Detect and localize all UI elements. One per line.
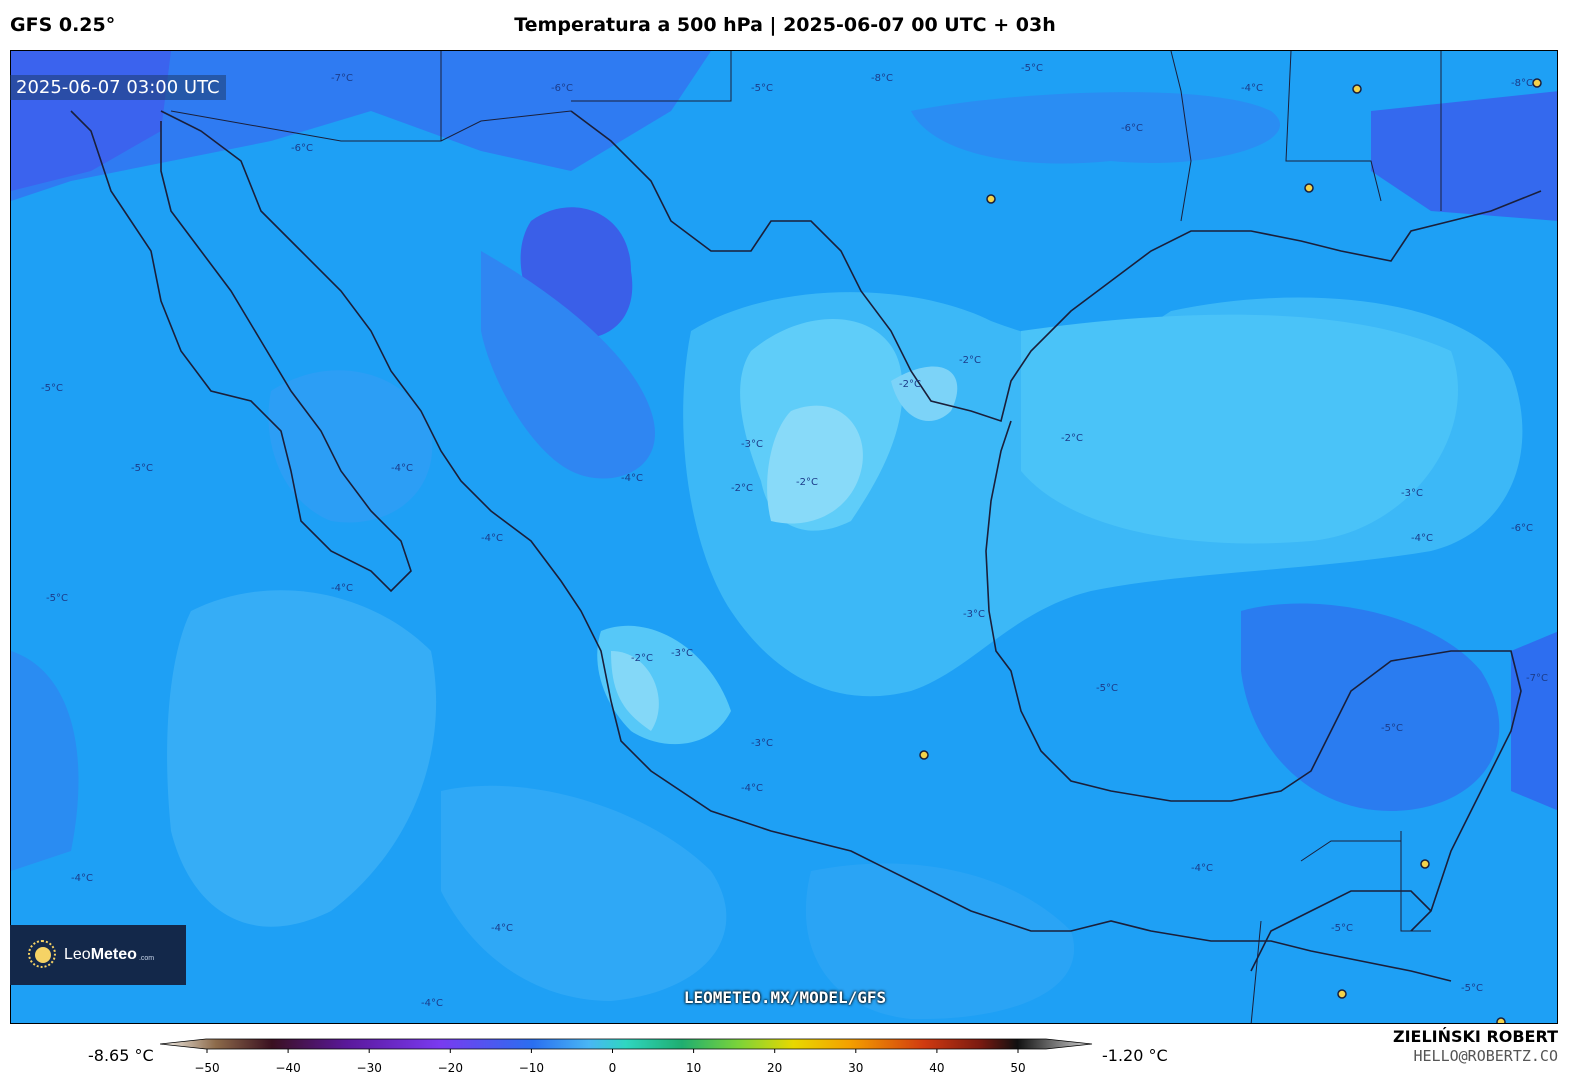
contour-label: -8°C (1511, 78, 1533, 89)
colorbar-tick-label: 10 (686, 1061, 701, 1075)
colorbar-tick-label: 30 (848, 1061, 863, 1075)
model-label: GFS 0.25° (10, 14, 116, 36)
contour-label: -3°C (671, 648, 693, 659)
station-marker[interactable] (1304, 183, 1314, 193)
contour-label: -7°C (331, 73, 353, 84)
sun-icon (28, 940, 58, 970)
colorbar-tick-label: −10 (519, 1061, 544, 1075)
station-marker[interactable] (1420, 859, 1430, 869)
contour-label: -6°C (551, 83, 573, 94)
station-marker[interactable] (986, 194, 996, 204)
contour-label: -5°C (46, 593, 68, 604)
station-marker[interactable] (919, 750, 929, 760)
contour-label: -5°C (1331, 923, 1353, 934)
contour-label: -5°C (1381, 723, 1403, 734)
contour-label: -4°C (741, 783, 763, 794)
contour-label: -8°C (871, 73, 893, 84)
colorbar: −50 −40 −30 −20 −10 0 10 20 30 40 50 (160, 1038, 1093, 1075)
contour-label: -5°C (1461, 983, 1483, 994)
contour-label: -5°C (1021, 63, 1043, 74)
valid-time-stamp: 2025-06-07 03:00 UTC (10, 75, 226, 100)
contour-label: -2°C (731, 483, 753, 494)
colorbar-tick-label: 0 (609, 1061, 617, 1075)
contour-label: -3°C (963, 609, 985, 620)
station-marker[interactable] (1496, 1017, 1506, 1024)
contour-label: -4°C (331, 583, 353, 594)
contour-label: -4°C (71, 873, 93, 884)
colorbar-tick-label: 50 (1010, 1061, 1025, 1075)
contour-label: -4°C (481, 533, 503, 544)
author-name: ZIELIŃSKI ROBERT (1392, 1027, 1558, 1046)
map-title: Temperatura a 500 hPa | 2025-06-07 00 UT… (514, 14, 1056, 36)
contour-label: -2°C (796, 477, 818, 488)
station-marker[interactable] (1532, 78, 1542, 88)
contour-label: -4°C (1241, 83, 1263, 94)
contour-label: -4°C (421, 998, 443, 1009)
contour-label: -6°C (1511, 523, 1533, 534)
contour-label: -2°C (899, 379, 921, 390)
colorbar-tick-label: −50 (194, 1061, 219, 1075)
contour-label: -4°C (391, 463, 413, 474)
contour-label: -3°C (1401, 488, 1423, 499)
contour-label: -5°C (751, 83, 773, 94)
contour-label: -2°C (631, 653, 653, 664)
station-marker[interactable] (1352, 84, 1362, 94)
contour-label: -4°C (621, 473, 643, 484)
leometeo-logo[interactable]: LeoMeteo .com (10, 925, 186, 985)
contour-label: -6°C (1121, 123, 1143, 134)
contour-label: -4°C (1411, 533, 1433, 544)
colorbar-tick-label: −40 (275, 1061, 300, 1075)
contour-label: -7°C (1526, 673, 1548, 684)
colorbar-tick-label: 20 (767, 1061, 782, 1075)
source-url: LEOMETEO.MX/MODEL/GFS (683, 988, 887, 1007)
map-canvas: -7°C -6°C -6°C -5°C -5°C -6°C -4°C -8°C … (11, 51, 1557, 1024)
contour-label: -4°C (491, 923, 513, 934)
logo-text: LeoMeteo (64, 946, 137, 963)
colorbar-max-label: -1.20 °C (1102, 1046, 1168, 1065)
contour-label: -2°C (959, 355, 981, 366)
author-email: HELLO@ROBERTZ.CO (1413, 1047, 1559, 1065)
station-marker[interactable] (1337, 989, 1347, 999)
colorbar-tick-label: −20 (438, 1061, 463, 1075)
contour-label: -4°C (1191, 863, 1213, 874)
temperature-map[interactable]: -7°C -6°C -6°C -5°C -5°C -6°C -4°C -8°C … (10, 50, 1558, 1024)
logo-domain: .com (138, 954, 155, 962)
contour-label: -2°C (1061, 433, 1083, 444)
colorbar-min-label: -8.65 °C (88, 1046, 154, 1065)
colorbar-tick-label: 40 (929, 1061, 944, 1075)
contour-label: -5°C (41, 383, 63, 394)
colorbar-tick-label: −30 (357, 1061, 382, 1075)
contour-label: -5°C (1096, 683, 1118, 694)
contour-label: -6°C (291, 143, 313, 154)
contour-label: -5°C (131, 463, 153, 474)
contour-label: -3°C (751, 738, 773, 749)
contour-label: -3°C (741, 439, 763, 450)
